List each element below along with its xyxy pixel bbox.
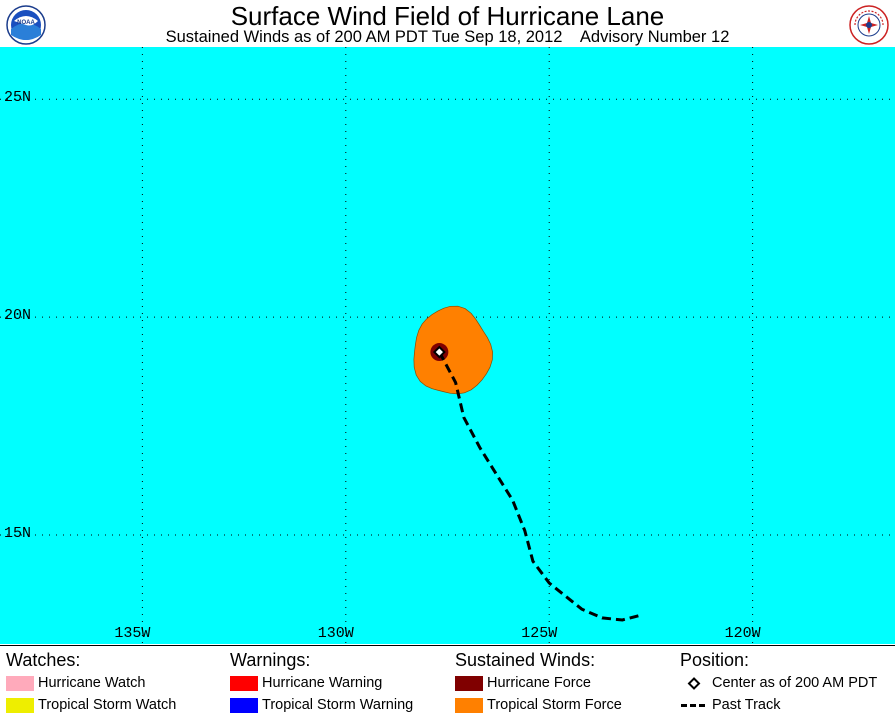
lat-label: 15N bbox=[4, 525, 32, 543]
svg-text:NOAA: NOAA bbox=[17, 20, 35, 26]
legend-heading-warnings: Warnings: bbox=[230, 650, 311, 670]
lat-label: 25N bbox=[4, 89, 32, 107]
legend-heading-watches: Watches: bbox=[6, 650, 81, 670]
legend-label: Past Track bbox=[712, 697, 781, 713]
legend-heading-winds: Sustained Winds: bbox=[455, 650, 596, 670]
tropical-storm-force-area bbox=[413, 305, 493, 395]
legend-label: Tropical Storm Warning bbox=[262, 697, 414, 713]
lon-label: 130W bbox=[317, 625, 354, 642]
legend-label: Center as of 200 AM PDT bbox=[712, 675, 878, 691]
lat-label: 20N bbox=[4, 307, 32, 325]
storm-center-marker bbox=[432, 345, 446, 359]
lon-label: 120W bbox=[724, 625, 761, 642]
legend-watches: Watches: Hurricane Watch Tropical Storm … bbox=[6, 650, 176, 716]
legend-warnings: Warnings: Hurricane Warning Tropical Sto… bbox=[230, 650, 413, 716]
hurricane-watch-swatch bbox=[6, 676, 34, 691]
legend-heading-position: Position: bbox=[680, 650, 750, 670]
legend-item-hurricane-warning: Hurricane Warning bbox=[230, 672, 382, 694]
map-canvas bbox=[0, 47, 895, 644]
legend-label: Hurricane Warning bbox=[262, 675, 383, 691]
lon-label: 125W bbox=[521, 625, 558, 642]
past-track-line bbox=[438, 351, 640, 622]
legend-item-tropical-storm-warning: Tropical Storm Warning bbox=[230, 694, 413, 716]
legend-item-hurricane-force: Hurricane Force bbox=[455, 672, 595, 694]
legend-position: Position: Center as of 200 AM PDT Past T… bbox=[680, 650, 877, 716]
tropical-storm-watch-swatch bbox=[6, 698, 34, 713]
map-title: Surface Wind Field of Hurricane Lane bbox=[230, 1, 665, 31]
legend-label: Tropical Storm Force bbox=[487, 697, 622, 713]
legend-label: Tropical Storm Watch bbox=[38, 697, 177, 713]
legend-sustained-winds: Sustained Winds: Hurricane Force Tropica… bbox=[455, 650, 622, 716]
tropical-storm-force-swatch bbox=[455, 698, 483, 713]
center-diamond-icon bbox=[687, 677, 701, 690]
legend-item-past-track: Past Track bbox=[680, 694, 781, 716]
legend-label: Hurricane Watch bbox=[38, 675, 146, 691]
hurricane-force-swatch bbox=[455, 676, 483, 691]
noaa-logo: NOAA bbox=[6, 5, 46, 45]
legend-label: Hurricane Force bbox=[487, 675, 591, 691]
legend-item-tropical-storm-force: Tropical Storm Force bbox=[455, 694, 622, 716]
legend-item-hurricane-watch: Hurricane Watch bbox=[6, 672, 145, 694]
map-area: 25N 20N 15N 135W 130W 125W 120W bbox=[0, 47, 895, 644]
hurricane-warning-swatch bbox=[230, 676, 258, 691]
tropical-storm-warning-swatch bbox=[230, 698, 258, 713]
legend: Watches: Hurricane Watch Tropical Storm … bbox=[0, 645, 895, 717]
header: NOAA Surface Wind Field of Hurricane Lan… bbox=[0, 0, 895, 47]
map-subtitle: Sustained Winds as of 200 AM PDT Tue Sep… bbox=[165, 28, 730, 46]
lon-label: 135W bbox=[114, 625, 151, 642]
legend-item-tropical-storm-watch: Tropical Storm Watch bbox=[6, 694, 176, 716]
legend-item-center: Center as of 200 AM PDT bbox=[680, 672, 877, 694]
nws-logo bbox=[849, 5, 889, 45]
past-track-icon bbox=[681, 704, 707, 707]
